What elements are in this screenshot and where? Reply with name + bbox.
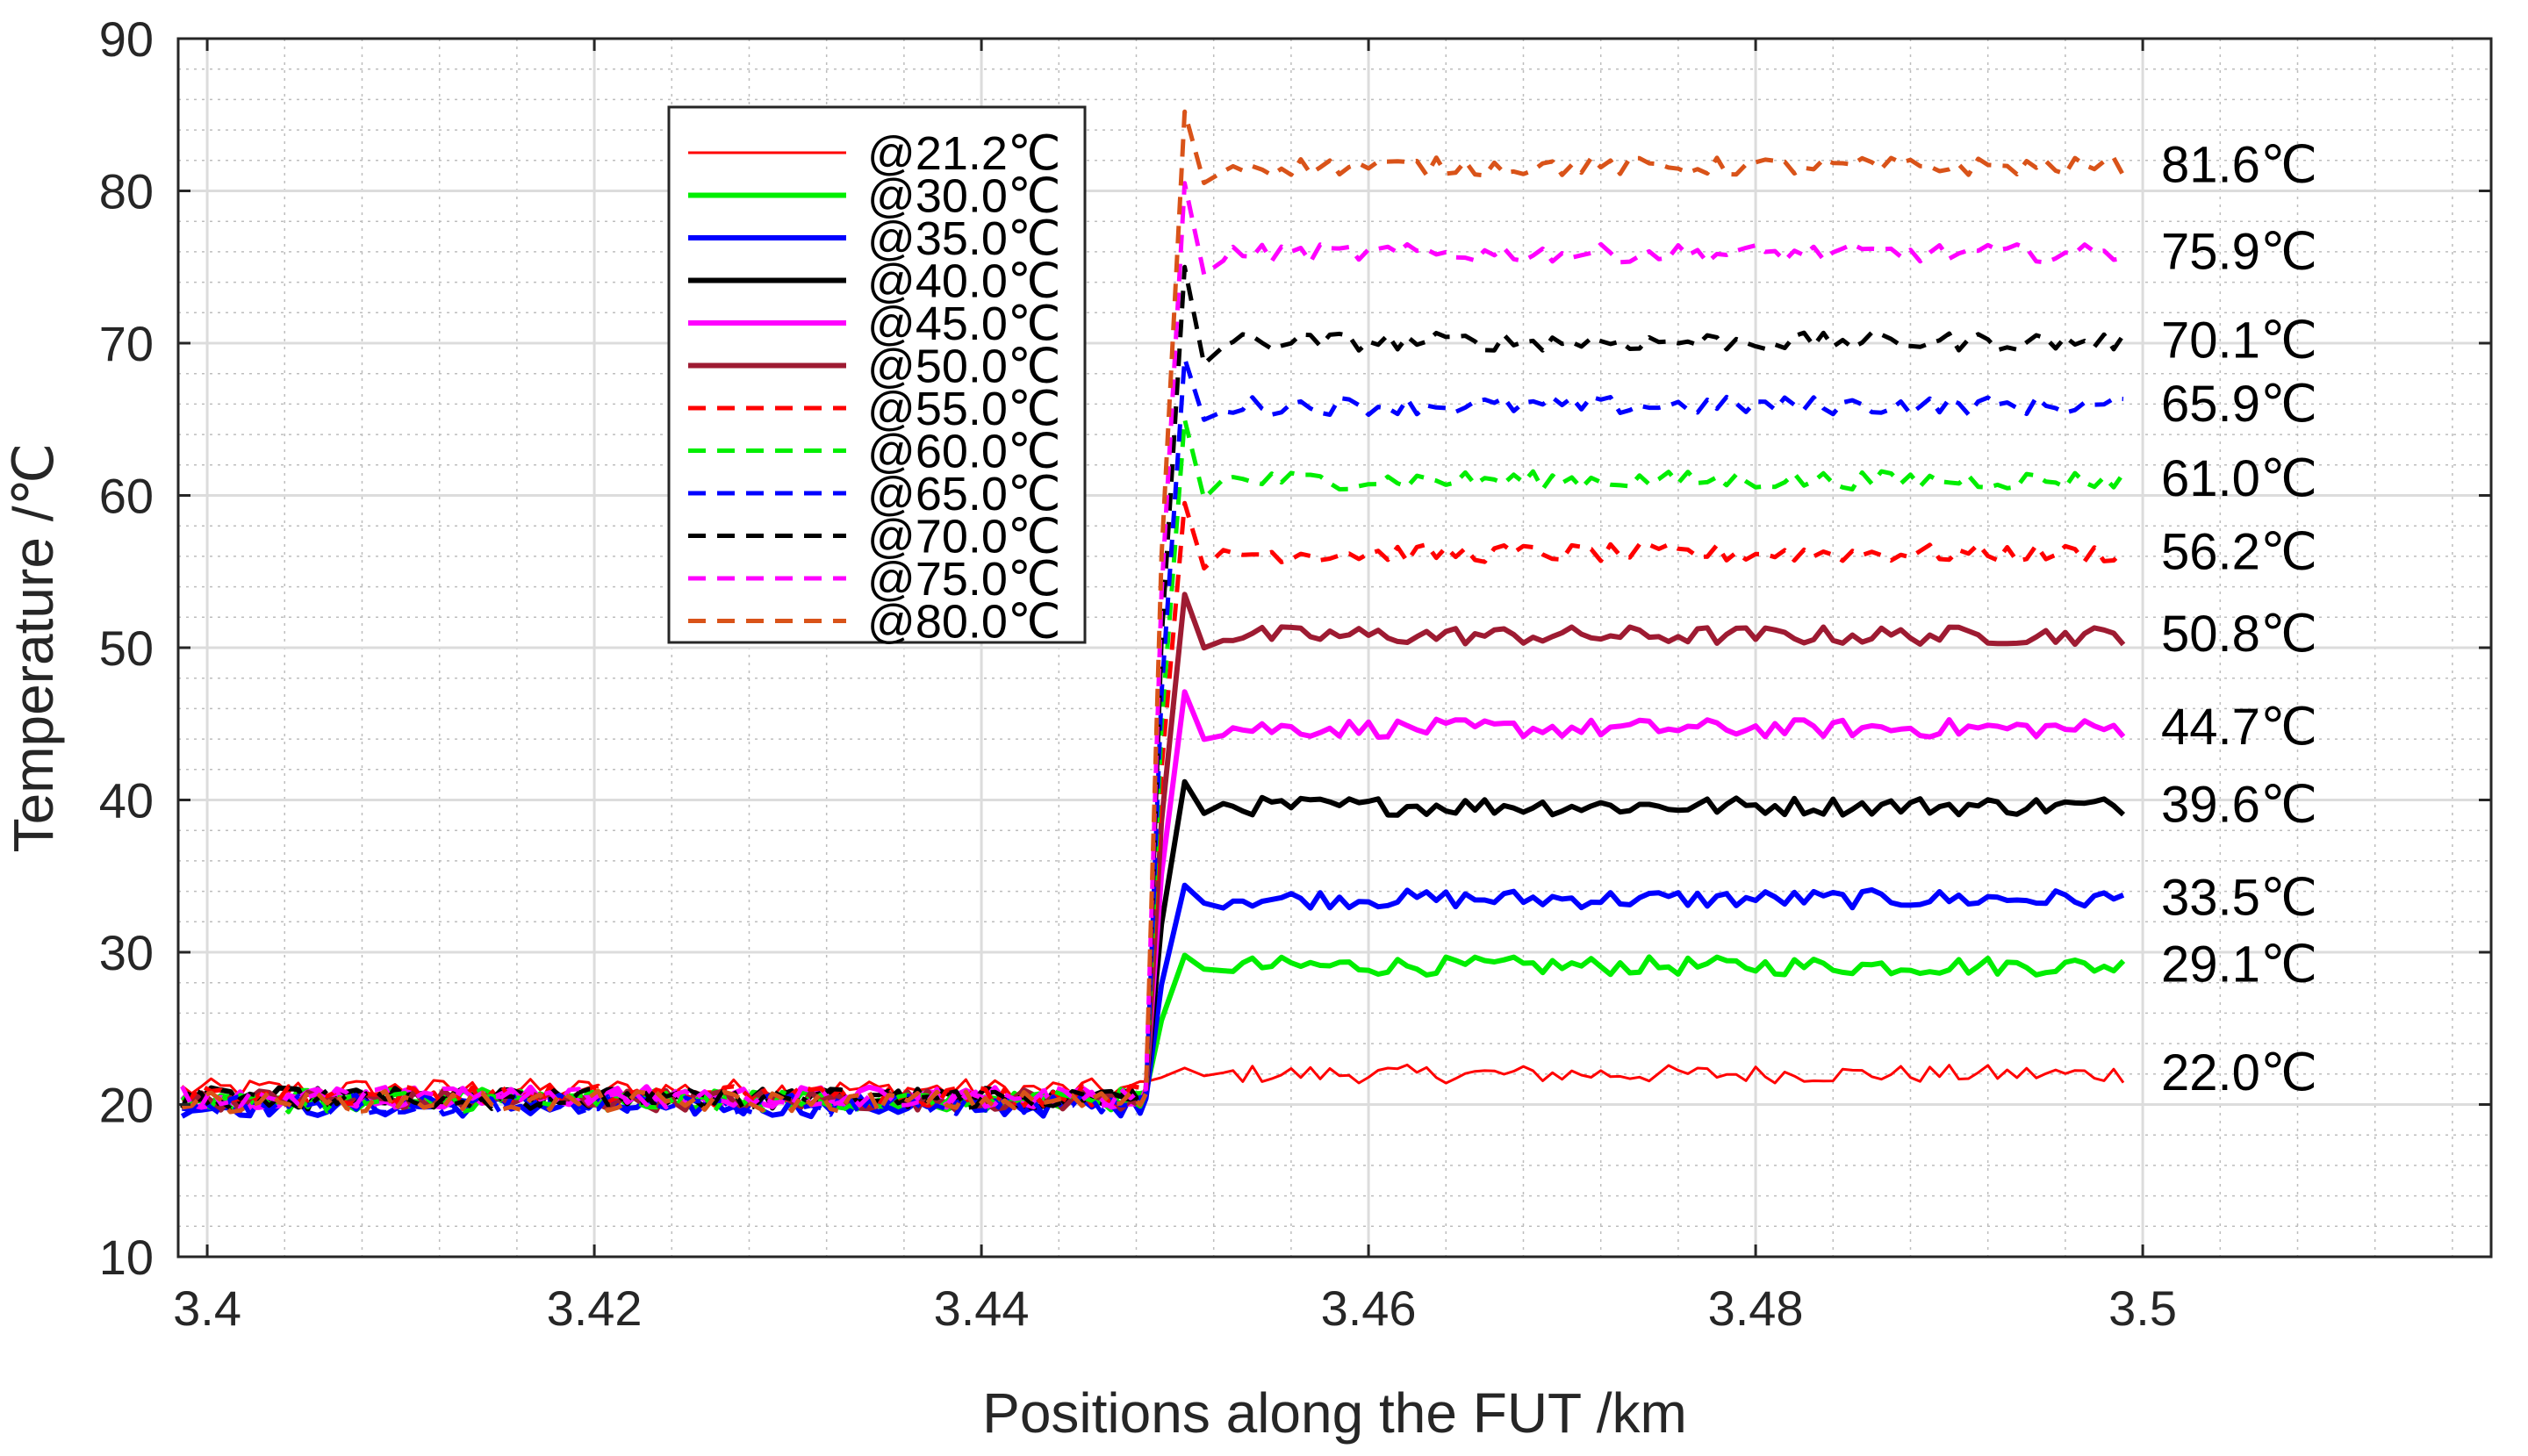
y-tick-label: 70	[99, 316, 154, 371]
end-value-label: 50.8℃	[2161, 606, 2317, 663]
series-line	[182, 355, 2124, 1117]
end-value-label: 61.0℃	[2161, 450, 2317, 507]
y-axis-title: Temperature /℃	[2, 443, 65, 853]
y-tick-label: 90	[99, 11, 154, 67]
y-tick-label: 20	[99, 1078, 154, 1133]
x-tick-label: 3.44	[934, 1280, 1030, 1336]
legend-label: @21.2℃	[867, 127, 1061, 180]
end-value-label: 65.9℃	[2161, 376, 2317, 433]
end-value-label: 56.2℃	[2161, 523, 2317, 580]
end-value-label: 44.7℃	[2161, 699, 2317, 756]
legend-label: @50.0℃	[867, 341, 1061, 393]
end-value-label: 22.0℃	[2161, 1044, 2317, 1101]
series-lines	[180, 109, 2126, 1120]
end-value-label: 39.6℃	[2161, 776, 2317, 833]
x-tick-label: 3.5	[2108, 1280, 2177, 1336]
y-tick-label: 80	[99, 164, 154, 219]
end-value-label: 75.9℃	[2161, 224, 2317, 281]
legend-label: @70.0℃	[867, 511, 1061, 563]
y-tick-label: 60	[99, 469, 154, 524]
x-tick-label: 3.48	[1708, 1280, 1804, 1336]
legend-label: @30.0℃	[867, 170, 1061, 223]
legend-label: @80.0℃	[867, 596, 1061, 649]
legend-label: @45.0℃	[867, 298, 1061, 350]
x-axis-title: Positions along the FUT /km	[982, 1381, 1687, 1445]
axis-ticks: 3.4 3.42 3.44 3.46 3.48 3.5 10 20 30 40 50 60 70 80 90	[99, 11, 2491, 1336]
legend: @21.2℃@30.0℃@35.0℃@40.0℃@45.0℃@50.0℃@55.…	[667, 105, 1087, 649]
y-tick-label: 10	[99, 1230, 154, 1285]
x-tick-label: 3.4	[173, 1280, 241, 1336]
legend-label: @55.0℃	[867, 383, 1061, 435]
y-tick-label: 40	[99, 773, 154, 828]
end-value-label: 70.1℃	[2161, 312, 2317, 369]
y-tick-label: 30	[99, 925, 154, 980]
x-tick-label: 3.42	[547, 1280, 643, 1336]
end-value-label: 29.1℃	[2161, 936, 2317, 993]
legend-label: @40.0℃	[867, 255, 1061, 308]
legend-label: @60.0℃	[867, 426, 1061, 478]
end-labels: 81.6℃ 75.9℃ 70.1℃ 65.9℃ 61.0℃ 56.2℃ 50.8℃ 44.7℃…	[2161, 137, 2317, 1101]
x-tick-label: 3.46	[1321, 1280, 1417, 1336]
end-value-label: 81.6℃	[2161, 137, 2317, 194]
y-tick-label: 50	[99, 620, 154, 676]
series-line	[180, 181, 2124, 1110]
series-line	[181, 500, 2125, 1108]
legend-label: @35.0℃	[867, 212, 1061, 265]
legend-label: @65.0℃	[867, 468, 1061, 520]
end-value-label: 33.5℃	[2161, 869, 2317, 926]
legend-label: @75.0℃	[867, 553, 1061, 606]
